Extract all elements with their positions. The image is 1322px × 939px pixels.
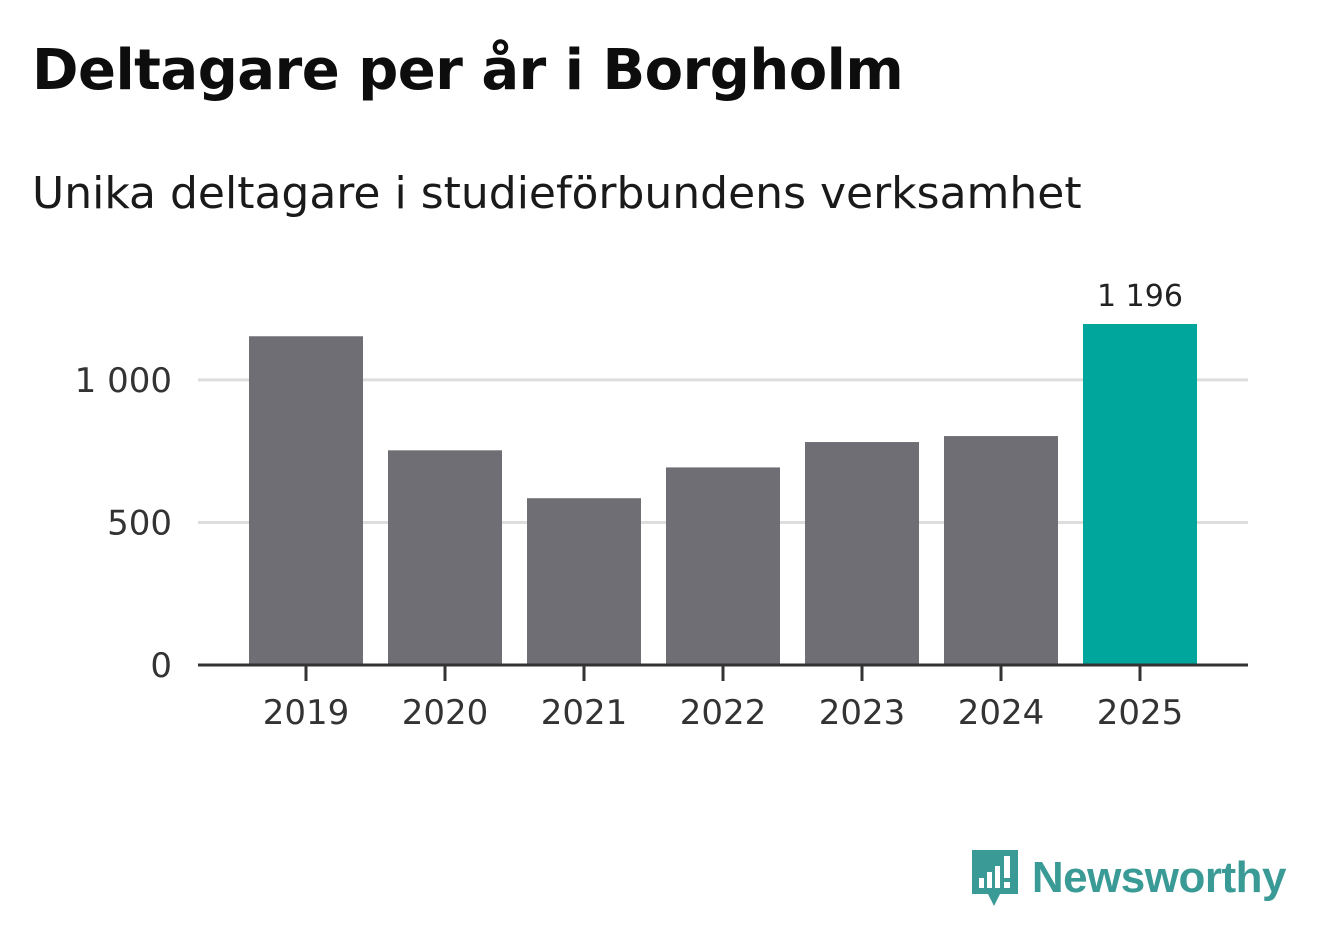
bars [249,324,1197,665]
bar-2022 [666,467,780,665]
labels: 0 500 1 000 2019 2020 2021 2022 2023 2024 2025 1 1… [75,279,1184,733]
bar-2019 [249,336,363,665]
x-tick-label: 2024 [958,693,1045,733]
x-tick-label: 2020 [402,693,489,733]
bar-2024 [944,436,1058,665]
y-tick-label: 500 [107,503,172,543]
bar-2020 [388,450,502,665]
brand-name: Newsworthy [1031,853,1287,902]
x-tick-label: 2021 [541,693,628,733]
bar-2025 [1083,324,1197,665]
chart-subtitle: Unika deltagare i studieförbundens verks… [32,168,1082,219]
y-tick-label: 0 [150,646,172,686]
bar-2021 [527,498,641,665]
y-tick-label: 1 000 [75,361,172,401]
data-label-2025: 1 196 [1097,279,1183,314]
bar-2023 [805,442,919,665]
x-tick-label: 2022 [680,693,767,733]
x-axis [198,663,1248,681]
brand-logo: Newsworthy [970,848,1287,908]
x-tick-label: 2019 [263,693,350,733]
newsworthy-logo-icon [971,850,1018,906]
x-tick-label: 2025 [1097,693,1184,733]
x-tick-label: 2023 [819,693,906,733]
chart-title: Deltagare per år i Borgholm [32,38,904,103]
